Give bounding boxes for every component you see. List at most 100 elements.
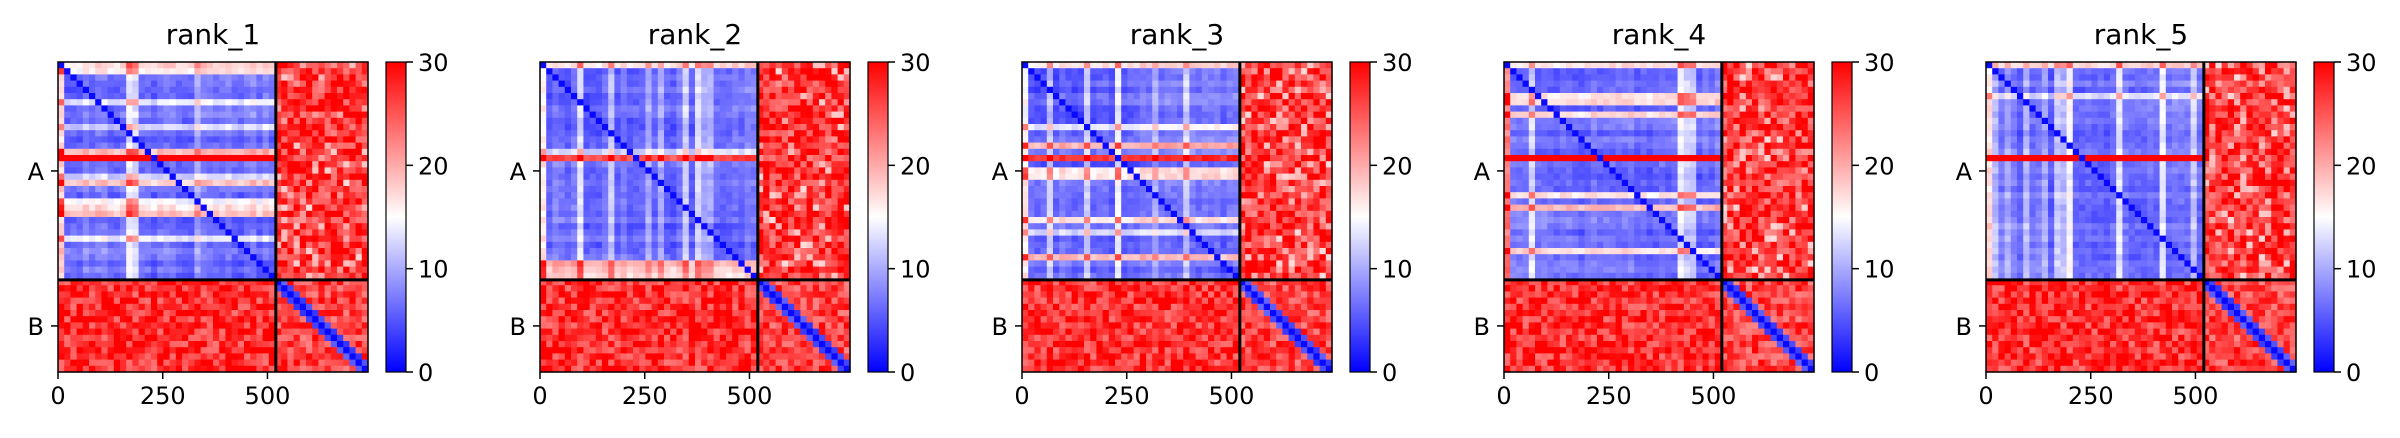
heatmap-cell	[299, 192, 307, 199]
heatmap-cell	[639, 105, 646, 113]
heatmap-cell	[120, 223, 127, 230]
heatmap-cell	[70, 322, 78, 330]
heatmap-cell	[719, 179, 727, 187]
heatmap-cell	[89, 341, 96, 348]
heatmap-cell	[58, 136, 65, 144]
heatmap-cell	[89, 142, 96, 150]
heatmap-cell	[806, 130, 814, 137]
heatmap-cell	[695, 62, 702, 69]
heatmap-cell	[707, 229, 715, 237]
heatmap-cell	[682, 254, 690, 261]
heatmap-cell	[318, 347, 326, 354]
heatmap-cell	[306, 204, 313, 212]
heatmap-cell	[540, 210, 547, 218]
heatmap-cell	[639, 316, 646, 323]
heatmap-cell	[819, 86, 826, 94]
heatmap-cell	[206, 365, 214, 373]
heatmap-cell	[200, 279, 208, 286]
heatmap-cell	[639, 74, 646, 82]
heatmap-cell	[726, 136, 733, 144]
heatmap-cell	[719, 117, 727, 125]
heatmap-cell	[219, 179, 226, 187]
heatmap-cell	[194, 365, 202, 373]
heatmap-cell	[101, 210, 109, 218]
heatmap-cell	[318, 260, 326, 268]
heatmap-cell	[788, 229, 795, 237]
heatmap-cell	[58, 99, 65, 106]
heatmap-cell	[819, 167, 826, 175]
heatmap-cell	[781, 155, 789, 162]
heatmap-cell	[738, 303, 746, 311]
heatmap-cell	[688, 86, 696, 94]
heatmap-cell	[312, 136, 319, 144]
heatmap-cell	[225, 248, 233, 255]
heatmap-cell	[76, 254, 84, 261]
heatmap-cell	[682, 167, 690, 175]
heatmap-cell	[831, 297, 839, 305]
heatmap-cell	[182, 310, 189, 317]
heatmap-cell	[144, 291, 152, 299]
heatmap-cell	[275, 93, 282, 100]
heatmap-cell	[589, 297, 597, 305]
heatmap-cell	[206, 266, 214, 274]
heatmap-cell	[571, 266, 578, 274]
heatmap-cell	[843, 80, 851, 88]
heatmap-cell	[664, 117, 671, 125]
heatmap-cell	[330, 192, 338, 199]
heatmap-cell	[120, 260, 127, 268]
heatmap-cell	[688, 341, 696, 348]
heatmap-cell	[318, 179, 326, 187]
heatmap-cell	[744, 223, 752, 230]
heatmap-cell	[571, 124, 578, 131]
heatmap-cell	[812, 155, 820, 162]
heatmap-cell	[231, 62, 239, 69]
heatmap-cell	[293, 192, 301, 199]
heatmap-cell	[268, 86, 276, 94]
heatmap-cell	[262, 353, 270, 361]
heatmap-cell	[732, 223, 739, 230]
heatmap-cell	[244, 303, 251, 311]
heatmap-cell	[819, 341, 826, 348]
heatmap-cell	[577, 322, 584, 330]
heatmap-cell	[337, 99, 344, 106]
heatmap-cell	[343, 353, 350, 361]
heatmap-cell	[312, 266, 319, 274]
heatmap-cell	[219, 93, 226, 100]
heatmap-cell	[188, 291, 195, 299]
heatmap-cell	[614, 142, 622, 150]
heatmap-cell	[546, 272, 553, 280]
heatmap-cell	[349, 328, 357, 336]
heatmap-cell	[312, 62, 319, 69]
heatmap-cell	[664, 365, 671, 373]
heatmap-cell	[769, 341, 777, 348]
heatmap-cell	[343, 303, 350, 311]
heatmap-cell	[256, 303, 264, 311]
heatmap-cell	[639, 198, 646, 206]
heatmap-cell	[695, 130, 702, 137]
heatmap-cell	[707, 167, 715, 175]
axes-frame	[57, 61, 369, 373]
heatmap-cell	[682, 198, 690, 206]
heatmap-cell	[337, 353, 344, 361]
heatmap-cell	[564, 334, 572, 342]
heatmap-cell	[287, 105, 295, 113]
heatmap-cell	[299, 62, 307, 69]
heatmap-cell	[64, 173, 71, 181]
heatmap-cell	[268, 130, 276, 137]
heatmap-cell	[843, 291, 851, 299]
heatmap-cell	[318, 136, 326, 144]
heatmap-cell	[95, 148, 102, 156]
heatmap-cell	[744, 210, 752, 218]
heatmap-cell	[633, 210, 640, 218]
heatmap-cell	[231, 303, 239, 311]
heatmap-cell	[169, 142, 177, 150]
heatmap-cell	[831, 322, 839, 330]
heatmap-cell	[343, 291, 350, 299]
heatmap-cell	[293, 359, 301, 367]
heatmap-cell	[800, 254, 808, 261]
heatmap-cell	[120, 235, 127, 243]
heatmap-cell	[293, 266, 301, 274]
heatmap-cell	[337, 297, 344, 305]
heatmap-cell	[237, 198, 245, 206]
heatmap-cell	[757, 167, 764, 175]
